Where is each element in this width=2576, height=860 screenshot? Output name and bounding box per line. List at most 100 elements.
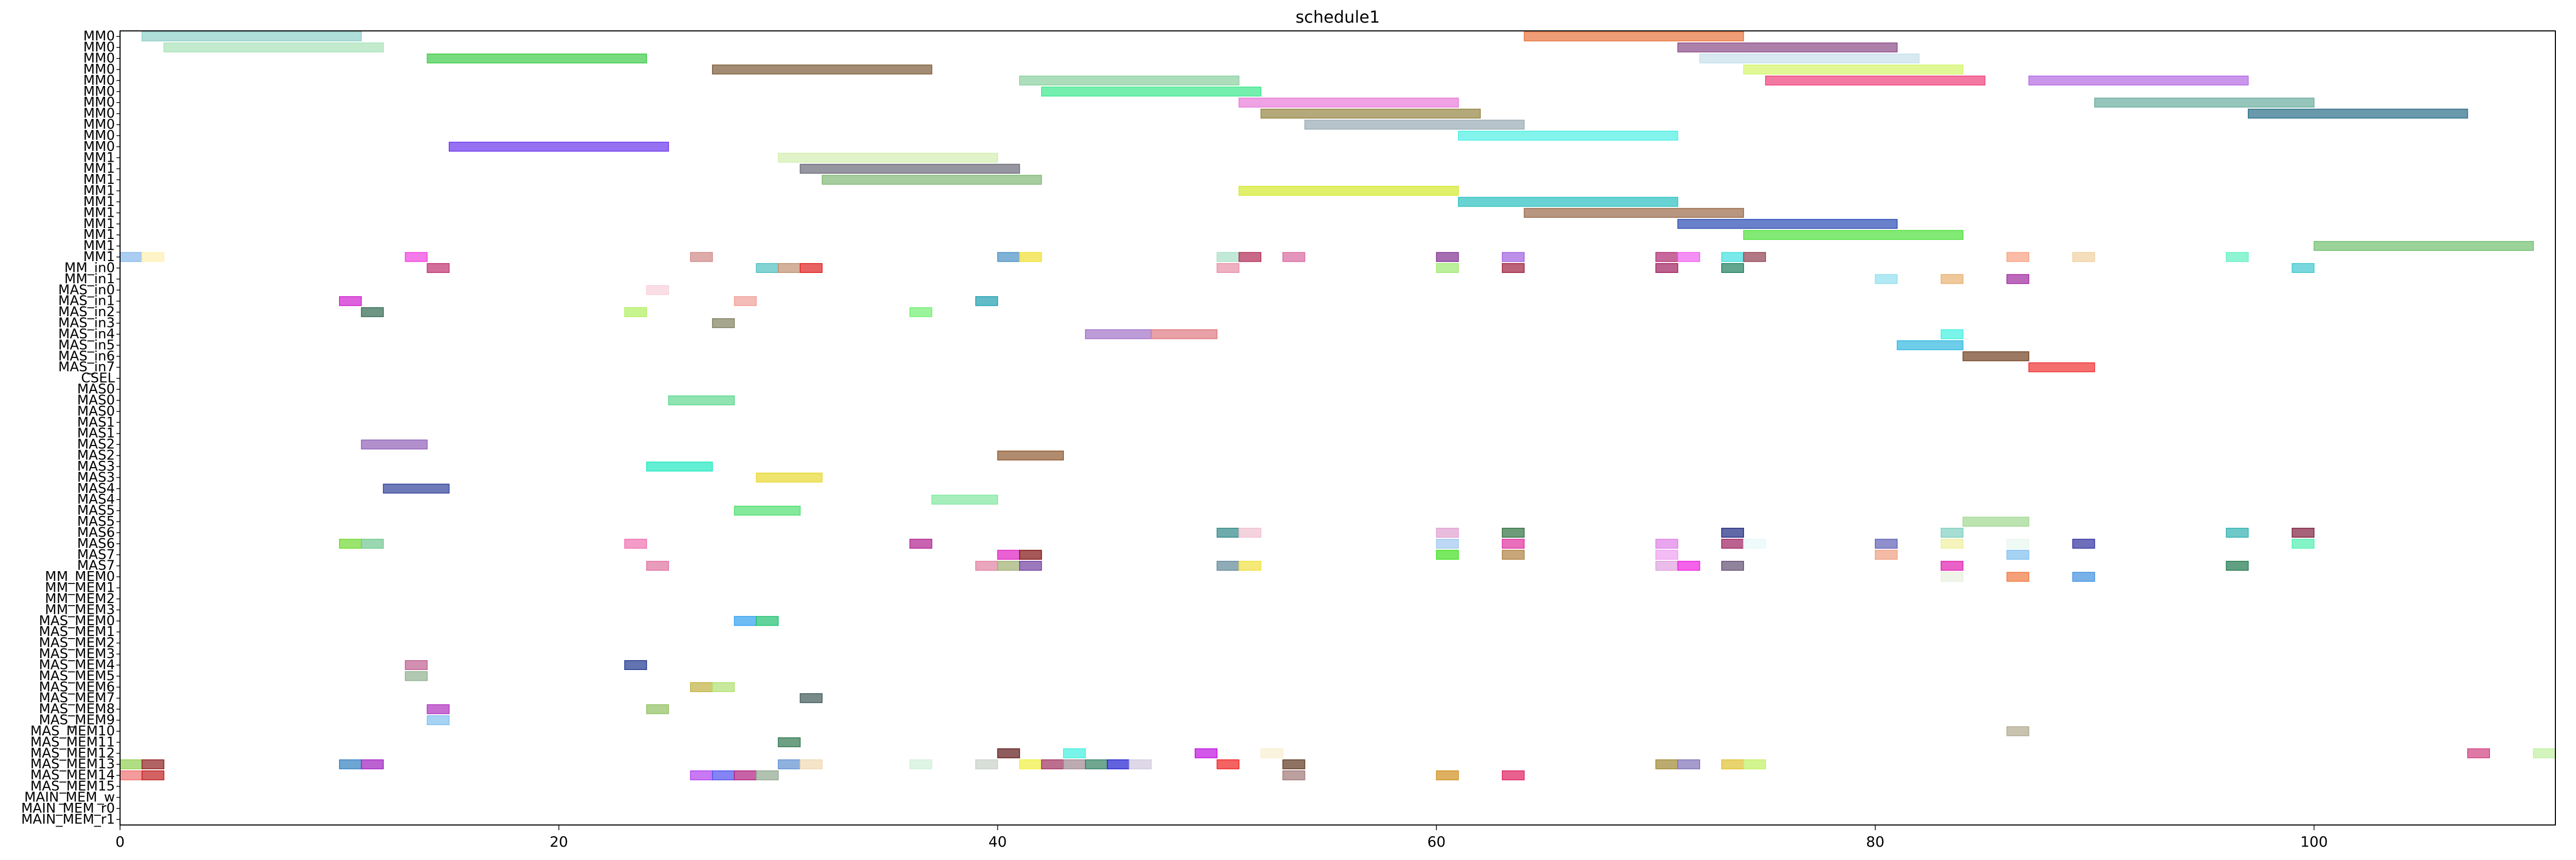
task-bar-83: [1239, 527, 1262, 538]
task-bar-113: [997, 561, 1020, 571]
task-bar-33: [1019, 252, 1042, 262]
task-bar-169: [756, 770, 779, 781]
task-bar-86: [1721, 527, 1744, 538]
task-bar-145: [141, 759, 164, 769]
task-bar-55: [2292, 263, 2315, 273]
task-bar-48: [777, 263, 801, 273]
task-bar-107: [1502, 549, 1525, 560]
y-tick-label-6: MM0: [83, 95, 115, 110]
y-tick-label-58: MAS_MEM5: [39, 668, 115, 684]
task-bar-29: [141, 252, 164, 262]
task-bar-18: [449, 142, 669, 152]
task-bar-40: [1677, 252, 1700, 262]
task-bar-52: [1502, 263, 1525, 273]
task-bar-42: [1743, 252, 1766, 262]
task-bar-53: [1655, 263, 1679, 273]
y-tick-label-64: MAS_MEM11: [30, 734, 115, 750]
task-bar-89: [2292, 527, 2315, 538]
chart-title: schedule1: [1295, 7, 1380, 27]
task-bar-47: [756, 263, 779, 273]
task-bar-144: [120, 759, 143, 769]
task-bar-58: [2006, 274, 2029, 284]
task-bar-16: [1304, 119, 1525, 130]
task-bar-160: [1655, 759, 1679, 769]
task-bar-71: [1962, 351, 2029, 362]
task-bar-92: [624, 539, 647, 549]
task-bar-85: [1502, 527, 1525, 538]
task-bar-110: [2006, 549, 2029, 560]
task-bar-84: [1436, 527, 1459, 538]
y-tick-label-15: MM1: [83, 194, 115, 210]
task-bar-148: [777, 759, 801, 769]
task-bar-139: [1063, 748, 1086, 759]
task-bar-163: [1743, 759, 1766, 769]
task-bar-142: [2467, 748, 2490, 759]
y-tick-label-66: MAS_MEM13: [30, 756, 115, 772]
task-bar-135: [427, 715, 450, 726]
y-tick-label-8: MM0: [83, 117, 115, 132]
task-bar-25: [1677, 219, 1898, 229]
task-bar-131: [712, 682, 735, 692]
y-tick-label-51: MM_MEM2: [45, 591, 115, 607]
task-bar-43: [2006, 252, 2029, 262]
task-bar-96: [1655, 539, 1679, 549]
y-tick-label-19: MM1: [83, 238, 115, 254]
task-bar-59: [646, 285, 669, 295]
task-bar-152: [1019, 759, 1042, 769]
y-tick-label-2: MM0: [83, 51, 115, 66]
task-bar-143: [2533, 748, 2556, 759]
y-tick-label-35: MAS1: [77, 415, 115, 430]
task-bar-130: [690, 682, 713, 692]
task-bar-46: [427, 263, 450, 273]
task-bar-97: [1721, 539, 1744, 549]
y-tick-label-33: MAS0: [77, 392, 115, 408]
task-bar-154: [1063, 759, 1086, 769]
x-tick-label-5: 100: [2300, 833, 2328, 850]
task-bar-34: [1216, 252, 1240, 262]
task-bar-156: [1107, 759, 1130, 769]
task-bar-126: [756, 616, 779, 626]
y-tick-label-23: MAS_in0: [58, 282, 115, 298]
task-bar-122: [1940, 572, 1963, 582]
y-tick-label-40: MAS3: [77, 470, 115, 485]
task-bar-88: [2226, 527, 2249, 538]
task-bar-62: [975, 296, 998, 306]
task-bar-146: [339, 759, 362, 769]
task-bar-54: [1721, 263, 1744, 273]
y-tick-label-10: MM0: [83, 139, 115, 154]
task-bar-125: [734, 616, 757, 626]
task-bar-111: [646, 561, 669, 571]
task-bar-82: [1216, 527, 1240, 538]
y-tick-label-25: MAS_in2: [58, 304, 115, 320]
y-tick-label-70: MAIN_MEM_r0: [21, 801, 115, 816]
task-bar-159: [1282, 759, 1306, 769]
y-tick-label-7: MM0: [83, 106, 115, 122]
task-bar-68: [1150, 329, 1218, 339]
y-tick-label-39: MAS3: [77, 459, 115, 474]
y-tick-label-53: MAS_MEM0: [39, 613, 115, 629]
y-tick-label-52: MM_MEM3: [45, 602, 115, 617]
task-bar-116: [1239, 561, 1262, 571]
y-tick-label-3: MM0: [83, 62, 115, 77]
y-tick-label-56: MAS_MEM3: [39, 646, 115, 662]
y-tick-label-45: MAS6: [77, 525, 115, 540]
task-bar-31: [690, 252, 713, 262]
y-tick-label-30: MAS_in7: [58, 359, 115, 375]
task-bar-67: [1085, 329, 1152, 339]
y-tick-label-5: MM0: [83, 84, 115, 99]
task-bar-35: [1239, 252, 1262, 262]
task-bar-14: [1260, 109, 1481, 119]
task-bar-1: [1523, 31, 1744, 42]
task-bar-140: [1194, 748, 1218, 759]
task-bar-64: [624, 307, 647, 317]
task-bar-36: [1282, 252, 1306, 262]
task-bar-50: [1216, 263, 1240, 273]
task-bar-51: [1436, 263, 1459, 273]
task-bar-172: [1502, 770, 1525, 781]
task-bar-76: [646, 461, 713, 472]
y-tick-label-36: MAS1: [77, 426, 115, 441]
y-tick-label-12: MM1: [83, 161, 115, 177]
y-tick-label-18: MM1: [83, 227, 115, 243]
y-tick-label-27: MAS_in4: [58, 326, 115, 342]
plot-frame: [120, 30, 2556, 825]
